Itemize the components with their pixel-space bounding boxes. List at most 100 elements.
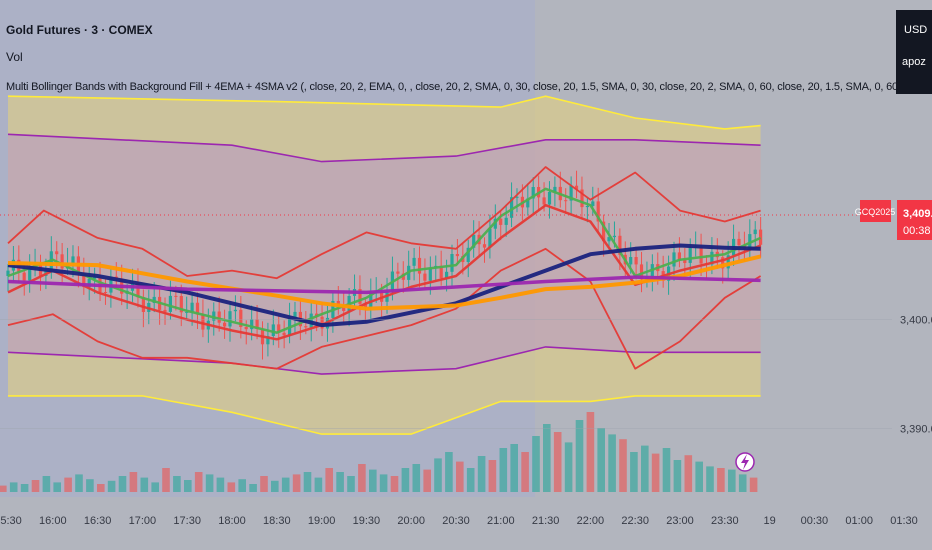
volume-bar bbox=[107, 480, 116, 492]
volume-bar bbox=[728, 469, 736, 492]
volume-bar bbox=[249, 484, 257, 492]
candle-body bbox=[591, 201, 595, 206]
candle-body bbox=[358, 289, 362, 304]
lightning-icon[interactable] bbox=[735, 452, 755, 472]
candle-body bbox=[455, 254, 459, 257]
volume-bar bbox=[53, 482, 61, 492]
symbol-title[interactable]: Gold Futures · 3 · COMEX bbox=[6, 23, 153, 37]
indicator-label[interactable]: Multi Bollinger Bands with Background Fi… bbox=[6, 81, 898, 93]
volume-bar bbox=[336, 472, 344, 492]
x-tick-label: 22:30 bbox=[621, 515, 649, 527]
candle-body bbox=[82, 272, 86, 288]
volume-label[interactable]: Vol bbox=[6, 50, 23, 64]
volume-bar bbox=[205, 474, 214, 492]
volume-bar bbox=[488, 460, 497, 492]
volume-bar bbox=[129, 472, 138, 492]
candle-body bbox=[612, 235, 616, 238]
y-tick-label: 3,400.0 bbox=[900, 315, 932, 327]
candle-body bbox=[596, 201, 600, 222]
volume-bar bbox=[423, 469, 431, 492]
x-tick-label: 19:30 bbox=[353, 515, 381, 527]
candle-body bbox=[672, 252, 676, 267]
volume-bar bbox=[151, 482, 159, 492]
volume-bar bbox=[86, 479, 94, 492]
volume-bar bbox=[510, 444, 518, 492]
candle-body bbox=[472, 234, 476, 248]
x-tick-label: 18:30 bbox=[263, 515, 291, 527]
volume-bar bbox=[118, 476, 127, 492]
candle-body bbox=[369, 292, 373, 308]
unit-label: apoz bbox=[902, 56, 926, 68]
candle-body bbox=[309, 313, 313, 328]
band-fill-yellow bbox=[8, 96, 761, 435]
candle-body bbox=[569, 185, 573, 201]
candle-body bbox=[71, 256, 75, 264]
volume-bar bbox=[238, 479, 246, 492]
volume-bar bbox=[173, 476, 181, 492]
candle-body bbox=[174, 295, 178, 297]
candle-body bbox=[618, 235, 622, 255]
candle-body bbox=[363, 303, 367, 308]
candle-body bbox=[510, 197, 514, 218]
x-tick-label: 23:30 bbox=[711, 515, 739, 527]
volume-bar bbox=[706, 466, 714, 492]
volume-bar bbox=[532, 436, 540, 492]
x-tick-label: 16:30 bbox=[84, 515, 112, 527]
candle-body bbox=[710, 251, 714, 265]
x-tick-label: 01:00 bbox=[845, 515, 873, 527]
candle-body bbox=[244, 327, 248, 330]
candle-body bbox=[342, 305, 346, 311]
candle-body bbox=[266, 336, 270, 345]
y-tick-label: 3,390.0 bbox=[900, 424, 932, 436]
candle-body bbox=[607, 237, 611, 242]
volume-bar bbox=[314, 477, 323, 492]
candle-body bbox=[542, 197, 546, 205]
candle-body bbox=[6, 270, 10, 276]
volume-bar bbox=[390, 476, 399, 492]
volume-bar bbox=[31, 480, 40, 492]
candle-body bbox=[580, 189, 584, 208]
volume-bar bbox=[42, 476, 51, 492]
candle-body bbox=[683, 260, 687, 263]
candle-body bbox=[629, 257, 633, 265]
volume-bar bbox=[445, 452, 453, 492]
volume-bar bbox=[641, 445, 649, 492]
band-fill-purple bbox=[8, 134, 761, 375]
volume-bar bbox=[630, 452, 638, 492]
volume-bar bbox=[358, 464, 366, 492]
x-tick-label: 20:30 bbox=[442, 515, 470, 527]
candle-body bbox=[190, 302, 194, 312]
volume-bars bbox=[0, 412, 758, 492]
indicator-line-3 bbox=[7, 166, 761, 280]
candle-body bbox=[228, 311, 232, 327]
volume-bar bbox=[521, 452, 529, 492]
volume-bar bbox=[347, 476, 355, 492]
candle-body bbox=[320, 316, 324, 329]
indicator-line-4 bbox=[7, 247, 762, 370]
volume-bar bbox=[227, 482, 236, 492]
volume-bar bbox=[325, 468, 333, 492]
candle-body bbox=[423, 273, 427, 281]
candle-body bbox=[87, 278, 91, 288]
candle-body bbox=[417, 257, 422, 274]
volume-bar bbox=[456, 461, 464, 492]
candle-body bbox=[136, 282, 140, 298]
price-tag-symbol: GCQ2025 bbox=[855, 207, 896, 217]
volume-bar bbox=[75, 474, 83, 492]
volume-bar bbox=[597, 428, 605, 492]
candle-body bbox=[201, 314, 205, 330]
candle-body bbox=[759, 229, 763, 245]
volume-bar bbox=[738, 474, 747, 492]
x-tick-label: 21:00 bbox=[487, 515, 515, 527]
price-tag: GCQ2025 3,409.6 00:38 bbox=[855, 200, 932, 240]
volume-bar bbox=[97, 484, 105, 492]
volume-bar bbox=[20, 484, 29, 492]
volume-bar bbox=[292, 474, 301, 492]
candle-body bbox=[466, 247, 470, 262]
indicator-line-7 bbox=[7, 275, 761, 295]
volume-bar bbox=[194, 472, 203, 492]
volume-bar bbox=[684, 455, 693, 492]
currency-box[interactable]: USD apoz bbox=[896, 10, 932, 94]
candle-body bbox=[255, 319, 259, 329]
